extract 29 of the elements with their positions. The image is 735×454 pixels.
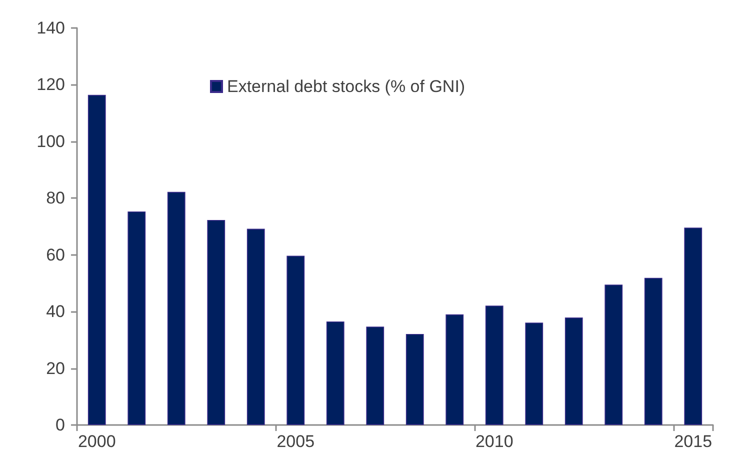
- bar: [406, 334, 424, 425]
- y-tick-label: 80: [46, 188, 65, 208]
- bar: [684, 228, 702, 425]
- bar: [564, 318, 583, 425]
- y-tick-label: 120: [36, 75, 65, 94]
- bar: [446, 314, 464, 425]
- bar: [644, 278, 662, 425]
- x-tick-label: 2000: [78, 432, 116, 451]
- x-tick-label: 2005: [276, 432, 315, 451]
- bar: [167, 192, 186, 425]
- y-tick-label: 0: [56, 416, 65, 434]
- x-tick-label: 2015: [674, 432, 712, 451]
- bar: [604, 284, 623, 425]
- bar: [286, 256, 305, 425]
- bar: [207, 220, 226, 425]
- bar: [485, 306, 504, 425]
- bar: [326, 321, 344, 425]
- x-tick-label: 2010: [475, 432, 514, 451]
- bar: [246, 228, 265, 425]
- y-tick-label: 60: [46, 245, 65, 264]
- y-tick-label: 20: [46, 358, 65, 378]
- y-tick-label: 100: [36, 132, 65, 151]
- bar: [366, 326, 384, 425]
- legend-label: External debt stocks (% of GNI): [227, 77, 466, 96]
- bar: [525, 322, 544, 425]
- bar: [128, 211, 146, 425]
- y-tick-label: 140: [36, 18, 65, 38]
- y-tick-label: 40: [46, 302, 65, 322]
- bar: [88, 94, 106, 425]
